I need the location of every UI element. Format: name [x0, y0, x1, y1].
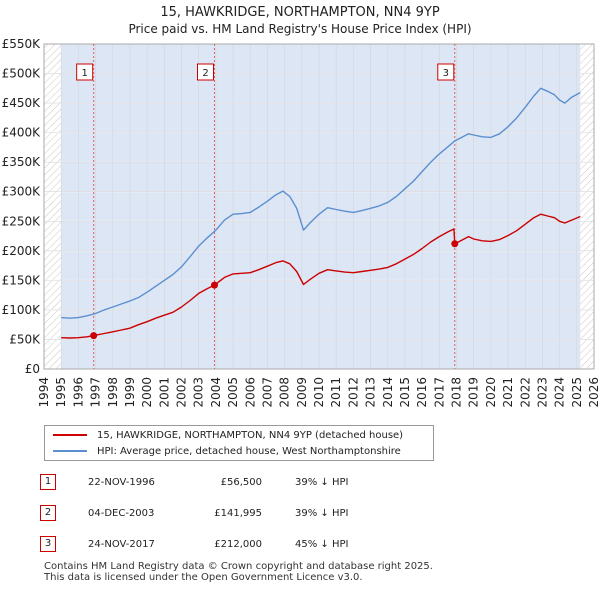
x-tick-label: 2023: [535, 377, 549, 408]
sale-price: £212,000: [214, 539, 262, 550]
chart-title-block: 15, HAWKRIDGE, NORTHAMPTON, NN4 9YP Pric…: [0, 4, 600, 37]
x-tick-label: 2001: [157, 377, 171, 408]
sale-number-badge: 2: [40, 505, 56, 521]
data-period-band: [61, 44, 581, 369]
sale-number-badge: 1: [40, 474, 56, 490]
sale-marker-number: 2: [202, 68, 208, 79]
sale-date: 24-NOV-2017: [88, 539, 155, 550]
sale-number-badge: 3: [40, 536, 56, 552]
sale-price: £141,995: [214, 508, 262, 519]
y-tick-label: £200K: [2, 244, 42, 258]
x-tick-label: 2009: [295, 377, 309, 408]
y-tick-label: £400K: [2, 126, 42, 140]
x-tick-label: 2026: [587, 377, 600, 408]
legend: 15, HAWKRIDGE, NORTHAMPTON, NN4 9YP (det…: [44, 425, 434, 461]
x-tick-label: 2017: [432, 377, 446, 408]
x-tick-label: 2025: [570, 377, 584, 408]
x-tick-label: 2016: [415, 377, 429, 408]
x-tick-label: 2007: [260, 377, 274, 408]
x-tick-label: 2010: [312, 377, 326, 408]
x-tick-label: 1999: [123, 377, 137, 408]
x-tick-label: 2004: [209, 377, 223, 408]
sale-marker-number: 3: [443, 68, 449, 79]
x-tick-label: 2011: [329, 377, 343, 408]
chart-title: 15, HAWKRIDGE, NORTHAMPTON, NN4 9YP: [160, 5, 440, 20]
x-tick-label: 2006: [243, 377, 257, 408]
x-tick-label: 2022: [518, 377, 532, 408]
property-price-line: [61, 213, 581, 339]
y-tick-label: £550K: [2, 37, 42, 51]
x-tick-label: 2003: [192, 377, 206, 408]
hatch-before-data: [44, 44, 62, 369]
sale-marker-badge: [76, 63, 94, 81]
x-tick-label: 2021: [501, 377, 515, 408]
sale-marker-badge: [437, 63, 455, 81]
y-tick-label: £250K: [2, 214, 42, 228]
legend-swatch-hpi: [53, 450, 87, 452]
y-tick-label: £150K: [2, 273, 42, 287]
hpi-line: [61, 87, 581, 319]
y-tick-label: £0: [25, 362, 40, 376]
x-tick-label: 2018: [450, 377, 464, 408]
y-tick-label: £50K: [9, 332, 41, 346]
sale-date: 04-DEC-2003: [88, 508, 155, 519]
x-tick-label: 2014: [381, 377, 395, 408]
sale-date: 22-NOV-1996: [88, 477, 155, 488]
price-chart: £0 £50K £100K £150K £200K £250K £300K £350K £400…: [2, 37, 600, 408]
x-tick-label: 2019: [467, 377, 481, 408]
sale-marker-badge: [197, 63, 214, 81]
x-tick-label: 2002: [175, 377, 189, 408]
x-tick-label: 2000: [140, 377, 154, 408]
legend-swatch-property: [53, 434, 87, 436]
legend-label-hpi: HPI: Average price, detached house, West…: [97, 446, 401, 457]
chart-subtitle: Price paid vs. HM Land Registry's House …: [128, 22, 472, 36]
sale-marker-number: 1: [81, 68, 87, 79]
legend-label-property: 15, HAWKRIDGE, NORTHAMPTON, NN4 9YP (det…: [97, 430, 404, 441]
footer-licence: This data is licensed under the Open Gov…: [44, 572, 363, 583]
x-tick-label: 1995: [54, 377, 68, 408]
x-tick-label: 2013: [364, 377, 378, 408]
legend-item-hpi: HPI: Average price, detached house, West…: [53, 444, 401, 460]
footer-copyright: Contains HM Land Registry data © Crown c…: [44, 561, 433, 572]
x-tick-label: 1996: [71, 377, 85, 408]
hatch-after-data: [580, 44, 594, 369]
footer: Contains HM Land Registry data © Crown c…: [44, 561, 433, 583]
x-tick-label: 2020: [484, 377, 498, 408]
sale-point: [451, 240, 459, 248]
x-tick-label: 2024: [553, 377, 567, 408]
y-tick-label: £500K: [2, 67, 42, 81]
x-tick-label: 2008: [278, 377, 292, 408]
x-tick-label: 2015: [398, 377, 412, 408]
sale-point: [211, 281, 218, 289]
legend-item-property: 15, HAWKRIDGE, NORTHAMPTON, NN4 9YP (det…: [53, 428, 403, 444]
y-tick-label: £300K: [2, 185, 42, 199]
sale-hpi-diff: 39% ↓ HPI: [295, 477, 349, 488]
y-tick-label: £350K: [2, 155, 42, 169]
x-tick-label: 2012: [346, 377, 360, 408]
plot-border: [43, 43, 595, 370]
sale-point: [90, 332, 98, 340]
x-tick-label: 1997: [89, 377, 103, 408]
sale-hpi-diff: 39% ↓ HPI: [295, 508, 349, 519]
x-tick-label: 1994: [37, 377, 51, 408]
x-tick-label: 2005: [226, 377, 240, 408]
x-tick-label: 1998: [106, 377, 120, 408]
sale-hpi-diff: 45% ↓ HPI: [295, 539, 349, 550]
y-tick-label: £450K: [2, 96, 42, 110]
sale-price: £56,500: [220, 477, 262, 488]
y-tick-label: £100K: [2, 303, 42, 317]
